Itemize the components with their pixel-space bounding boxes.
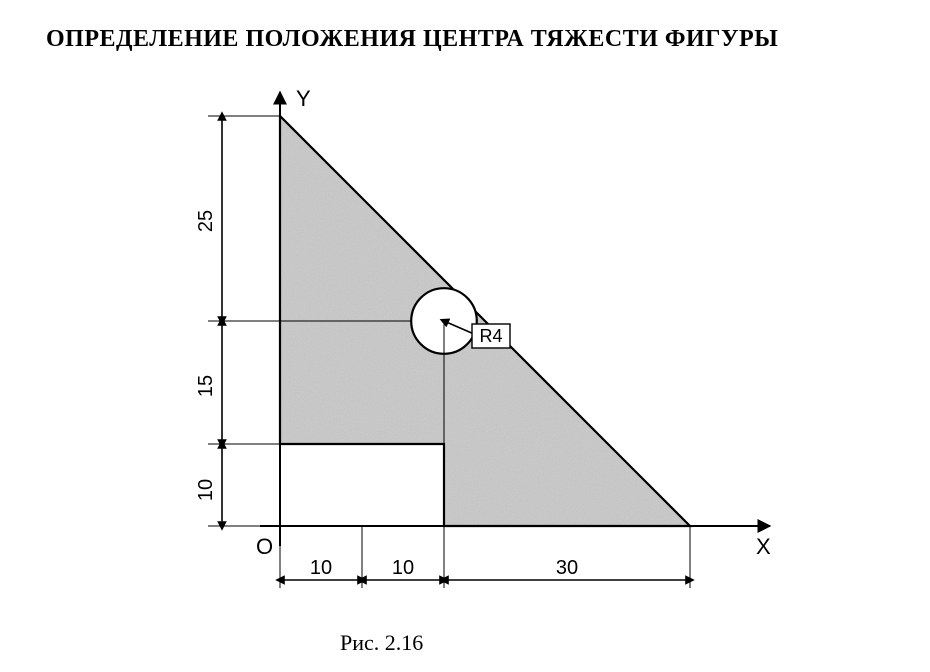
figure-caption: Рис. 2.16	[340, 630, 423, 656]
dim-y-10: 10	[195, 479, 217, 501]
dim-x-10b: 10	[392, 557, 414, 579]
x-axis-label: X	[756, 534, 771, 559]
dim-y-25: 25	[195, 210, 217, 232]
radius-label: R4	[479, 326, 502, 346]
y-axis-label: Y	[296, 86, 311, 111]
dim-x-10a: 10	[310, 557, 332, 579]
page-title: ОПРЕДЕЛЕНИЕ ПОЛОЖЕНИЯ ЦЕНТРА ТЯЖЕСТИ ФИГ…	[46, 26, 778, 53]
figure-diagram: Y X O 10 15 25	[100, 86, 800, 646]
origin-label: O	[256, 534, 273, 559]
dim-y-15: 15	[195, 375, 217, 397]
dim-x-30: 30	[556, 557, 578, 579]
